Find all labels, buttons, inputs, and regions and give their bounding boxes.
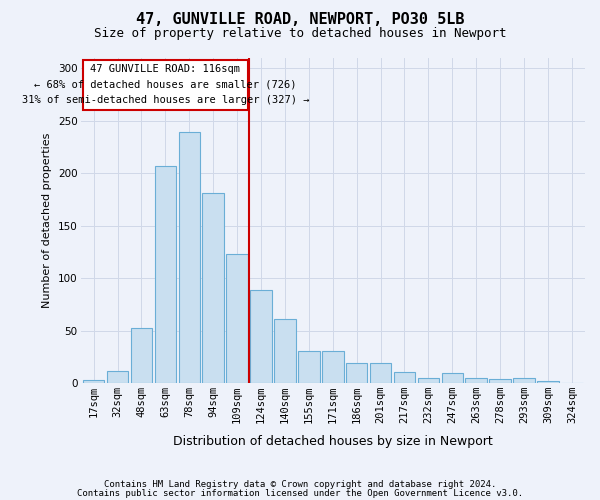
Bar [418, 378, 439, 383]
Bar [107, 370, 128, 383]
Bar [274, 319, 296, 383]
Bar [155, 166, 176, 383]
Bar [179, 132, 200, 383]
Bar [537, 381, 559, 383]
Bar [394, 372, 415, 383]
Text: 47, GUNVILLE ROAD, NEWPORT, PO30 5LB: 47, GUNVILLE ROAD, NEWPORT, PO30 5LB [136, 12, 464, 28]
Text: ← 68% of detached houses are smaller (726): ← 68% of detached houses are smaller (72… [34, 80, 296, 90]
Bar [298, 350, 320, 383]
FancyBboxPatch shape [83, 60, 248, 110]
Text: 47 GUNVILLE ROAD: 116sqm: 47 GUNVILLE ROAD: 116sqm [91, 64, 241, 74]
Text: 31% of semi-detached houses are larger (327) →: 31% of semi-detached houses are larger (… [22, 96, 309, 106]
Bar [370, 363, 391, 383]
Bar [226, 254, 248, 383]
Text: Contains public sector information licensed under the Open Government Licence v3: Contains public sector information licen… [77, 488, 523, 498]
Bar [250, 290, 272, 383]
Bar [322, 350, 344, 383]
Bar [346, 363, 367, 383]
Text: Contains HM Land Registry data © Crown copyright and database right 2024.: Contains HM Land Registry data © Crown c… [104, 480, 496, 489]
Bar [202, 193, 224, 383]
Bar [83, 380, 104, 383]
Bar [131, 328, 152, 383]
Y-axis label: Number of detached properties: Number of detached properties [43, 132, 52, 308]
Bar [513, 378, 535, 383]
Text: Size of property relative to detached houses in Newport: Size of property relative to detached ho… [94, 28, 506, 40]
X-axis label: Distribution of detached houses by size in Newport: Distribution of detached houses by size … [173, 434, 493, 448]
Bar [466, 378, 487, 383]
Bar [490, 379, 511, 383]
Bar [442, 372, 463, 383]
